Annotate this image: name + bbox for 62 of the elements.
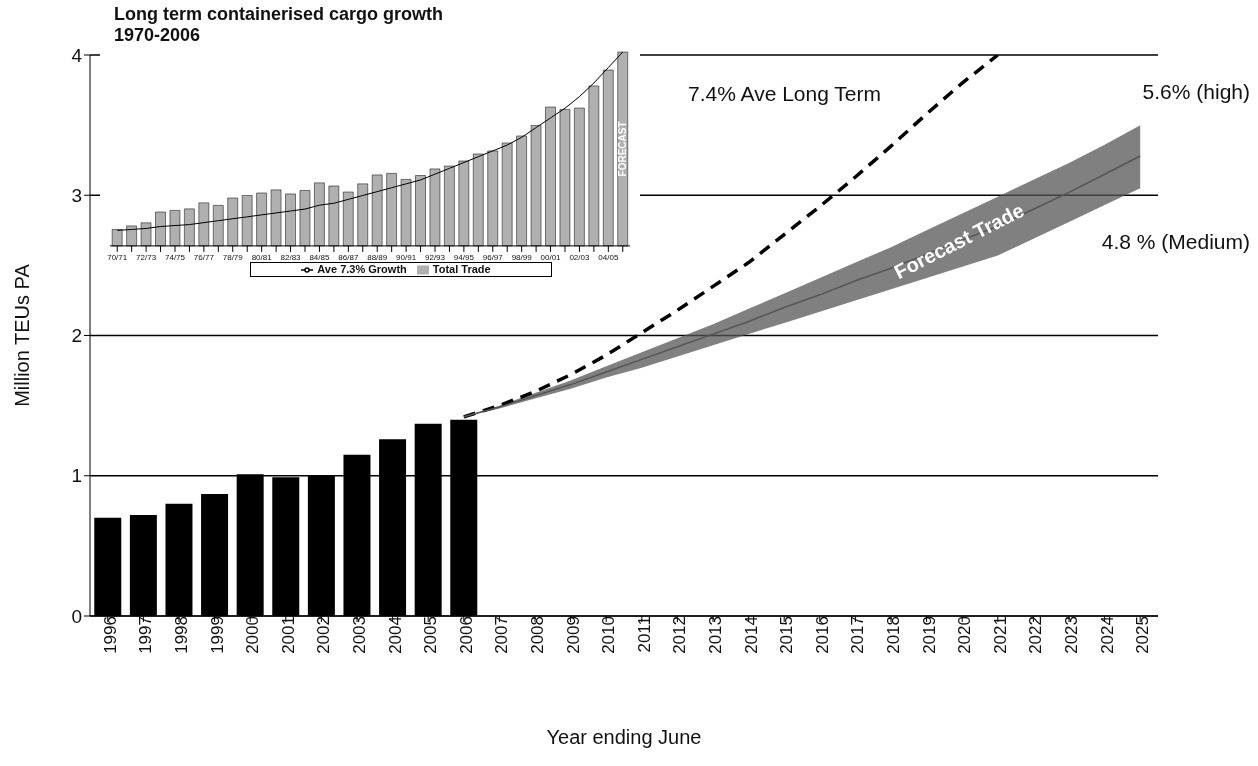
x-tick-label: 96/97 bbox=[482, 252, 504, 262]
x-tick-label: 2000 bbox=[243, 616, 263, 654]
x-tick-label: 04/05 bbox=[598, 252, 619, 262]
x-tick-label: 2015 bbox=[777, 616, 797, 654]
chart-title: Long term containerised cargo growth 1970-2006 bbox=[114, 4, 444, 46]
x-tick-label: 1999 bbox=[207, 616, 227, 654]
x-tick-label: 2013 bbox=[706, 616, 726, 654]
x-tick-label: 2025 bbox=[1133, 616, 1153, 654]
x-tick-label: 2022 bbox=[1026, 616, 1046, 654]
x-tick-label: 2016 bbox=[812, 616, 832, 654]
x-tick-label: 2003 bbox=[350, 616, 370, 654]
annotation: 5.6% (high) bbox=[1142, 80, 1250, 104]
x-tick-label: 74/75 bbox=[164, 252, 186, 262]
x-tick-label: 1998 bbox=[172, 616, 192, 654]
x-tick-label: 2021 bbox=[990, 616, 1010, 654]
x-tick-label: 2005 bbox=[421, 616, 441, 654]
x-tick-label: 84/85 bbox=[309, 252, 330, 262]
annotation: FORECAST bbox=[617, 121, 629, 177]
x-tick-label: 2004 bbox=[385, 616, 405, 654]
x-tick-label: 2002 bbox=[314, 616, 334, 654]
x-tick-label: 72/73 bbox=[136, 252, 157, 262]
x-tick-label: 80/81 bbox=[251, 252, 273, 262]
x-tick-label: 2011 bbox=[634, 616, 654, 653]
x-tick-label: 94/95 bbox=[453, 252, 475, 262]
legend-label: Total Trade bbox=[432, 262, 491, 275]
y-tick-label: 1 bbox=[71, 465, 82, 487]
x-tick-label: 2024 bbox=[1097, 616, 1117, 654]
x-tick-label: 2010 bbox=[599, 616, 619, 654]
x-tick-label: 2014 bbox=[741, 616, 761, 654]
x-tick-label: 88/89 bbox=[367, 252, 388, 262]
x-tick-label: 1997 bbox=[136, 616, 156, 654]
x-axis-title: Year ending June bbox=[546, 726, 702, 748]
x-tick-label: 2007 bbox=[492, 616, 512, 654]
y-axis-title: Million TEUs PA bbox=[11, 263, 34, 407]
y-tick-label: 2 bbox=[71, 325, 82, 347]
x-tick-label: 86/87 bbox=[338, 252, 359, 262]
x-tick-label: 2006 bbox=[456, 616, 476, 654]
series-label: 7.4% Ave Long Term bbox=[687, 82, 881, 106]
x-tick-label: 1996 bbox=[100, 616, 120, 654]
x-tick-label: 70/71 bbox=[107, 252, 128, 262]
y-tick-label: 4 bbox=[71, 44, 83, 66]
x-tick-label: 2019 bbox=[919, 616, 939, 654]
x-tick-label: 2020 bbox=[955, 616, 975, 654]
x-tick-label: 2001 bbox=[278, 616, 298, 654]
annotation: 4.8 % (Medium) bbox=[1101, 230, 1250, 254]
x-tick-label: 2023 bbox=[1062, 616, 1082, 654]
y-tick-label: 0 bbox=[71, 605, 82, 627]
x-tick-label: 92/93 bbox=[424, 252, 446, 262]
x-tick-label: 78/79 bbox=[222, 252, 244, 262]
x-tick-label: 90/91 bbox=[396, 252, 417, 262]
x-tick-label: 2018 bbox=[884, 616, 904, 654]
x-tick-label: 2009 bbox=[563, 616, 583, 654]
x-tick-label: 82/83 bbox=[280, 252, 302, 262]
legend-label: Ave 7.3% Growth bbox=[317, 262, 407, 275]
y-tick-label: 3 bbox=[71, 184, 82, 206]
x-tick-label: 02/03 bbox=[569, 252, 590, 262]
x-tick-label: 2008 bbox=[528, 616, 548, 654]
x-tick-label: 00/01 bbox=[540, 252, 562, 262]
x-tick-label: 2012 bbox=[670, 616, 690, 654]
x-tick-label: 98/99 bbox=[511, 252, 533, 262]
x-tick-label: 76/77 bbox=[193, 252, 215, 262]
x-tick-label: 2017 bbox=[848, 616, 868, 654]
